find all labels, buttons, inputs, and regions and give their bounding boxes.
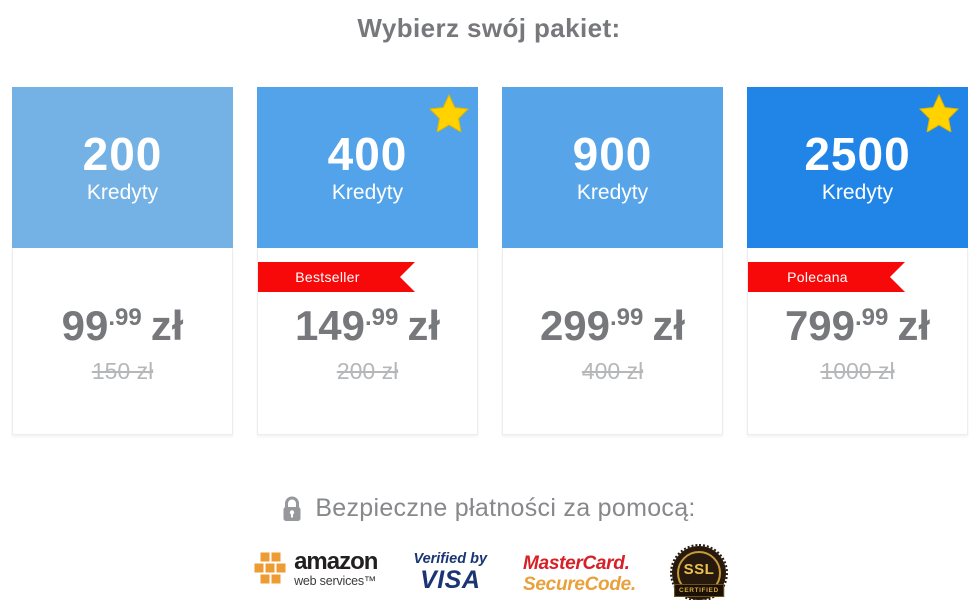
verified-by-visa-logo: Verified by VISA (413, 552, 487, 593)
star-icon (919, 94, 959, 132)
package-card-900[interactable]: 900 Kredyty 299.99 zł 400 zł (502, 87, 723, 435)
amazon-web-services-logo: amazon web services™ (252, 548, 378, 588)
card-body: 99.99 zł 150 zł (12, 248, 233, 435)
mastercard-securecode-logo: MasterCard. SecureCode. (523, 554, 636, 594)
credits-label: Kredyty (576, 180, 649, 204)
price-cents: .99 (108, 304, 142, 331)
card-body: Bestseller 149.99 zł 200 zł (257, 248, 478, 435)
old-price: 400 zł (581, 358, 644, 384)
secure-payments-row: Bezpieczne płatności za pomocą: (0, 494, 978, 523)
credits-amount: 200 (82, 128, 163, 181)
price: 99.99 zł (13, 305, 232, 347)
card-header: 900 Kredyty (502, 87, 723, 248)
price-main: 299 (539, 302, 611, 349)
mastercard-wordmark: MasterCard. (523, 553, 630, 574)
payment-logos: amazon web services™ Verified by VISA Ma… (0, 544, 978, 600)
credits-amount: 400 (327, 128, 408, 181)
price-currency: zł (150, 302, 184, 349)
price-main: 99 (61, 302, 109, 349)
package-cards: 200 Kredyty 99.99 zł 150 zł 400 Kredyty B… (12, 87, 968, 435)
card-body: Polecana 799.99 zł 1000 zł (747, 248, 968, 435)
package-card-2500[interactable]: 2500 Kredyty Polecana 799.99 zł 1000 zł (747, 87, 968, 435)
page-title: Wybierz swój pakiet: (357, 13, 621, 43)
card-header: 200 Kredyty (12, 87, 233, 248)
credits-label: Kredyty (86, 180, 159, 204)
old-price: 200 zł (336, 358, 399, 384)
ssl-certified-badge: SSL CERTIFIED (669, 544, 728, 600)
visa-wordmark: VISA (420, 565, 481, 594)
polecana-badge: Polecana (748, 262, 905, 292)
verified-by-text: Verified by (413, 551, 488, 567)
aws-cubes-icon (253, 551, 287, 585)
bestseller-badge: Bestseller (258, 262, 415, 292)
credits-label: Kredyty (821, 180, 894, 204)
credits-amount: 900 (572, 128, 653, 181)
price: 799.99 zł (748, 305, 967, 347)
package-card-400[interactable]: 400 Kredyty Bestseller 149.99 zł 200 zł (257, 87, 478, 435)
price-currency: zł (407, 302, 441, 349)
price-main: 799 (784, 302, 856, 349)
old-price: 150 zł (91, 358, 154, 384)
amazon-wordmark: amazon (294, 548, 378, 575)
securecode-wordmark: SecureCode. (523, 574, 636, 595)
old-price: 1000 zł (820, 358, 895, 384)
ssl-certified-text: CERTIFIED (674, 584, 724, 597)
price: 299.99 zł (503, 305, 722, 347)
secure-payments-text: Bezpieczne płatności za pomocą: (315, 494, 696, 522)
price-cents: .99 (365, 304, 399, 331)
price-cents: .99 (610, 304, 644, 331)
price-cents: .99 (855, 304, 889, 331)
price-main: 149 (294, 302, 366, 349)
lock-icon (283, 496, 301, 521)
credits-amount: 2500 (804, 128, 911, 181)
price-currency: zł (897, 302, 931, 349)
price-currency: zł (652, 302, 686, 349)
credits-label: Kredyty (331, 180, 404, 204)
price: 149.99 zł (258, 305, 477, 347)
web-services-text: web services™ (294, 574, 377, 588)
card-body: 299.99 zł 400 zł (502, 248, 723, 435)
star-icon (429, 94, 469, 132)
ssl-text: SSL (683, 560, 715, 578)
card-header: 400 Kredyty (257, 87, 478, 248)
card-header: 2500 Kredyty (747, 87, 968, 248)
package-card-200[interactable]: 200 Kredyty 99.99 zł 150 zł (12, 87, 233, 435)
